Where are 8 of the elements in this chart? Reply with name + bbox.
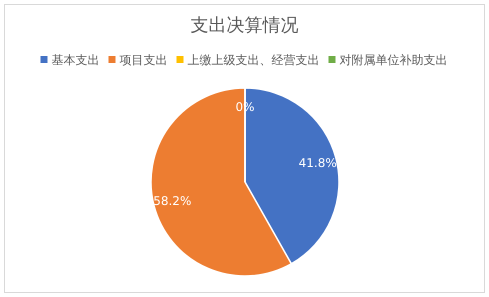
legend-label: 项目支出 <box>120 53 168 67</box>
data-label: 41.8% <box>298 156 337 170</box>
legend-label: 上缴上级支出、经营支出 <box>188 53 320 67</box>
legend-label: 对附属单位补助支出 <box>340 53 448 67</box>
data-label: 58.2% <box>153 194 192 208</box>
chart-title: 支出决算情况 <box>190 15 298 36</box>
legend-label: 基本支出 <box>52 53 100 67</box>
text: 0% <box>235 100 255 114</box>
